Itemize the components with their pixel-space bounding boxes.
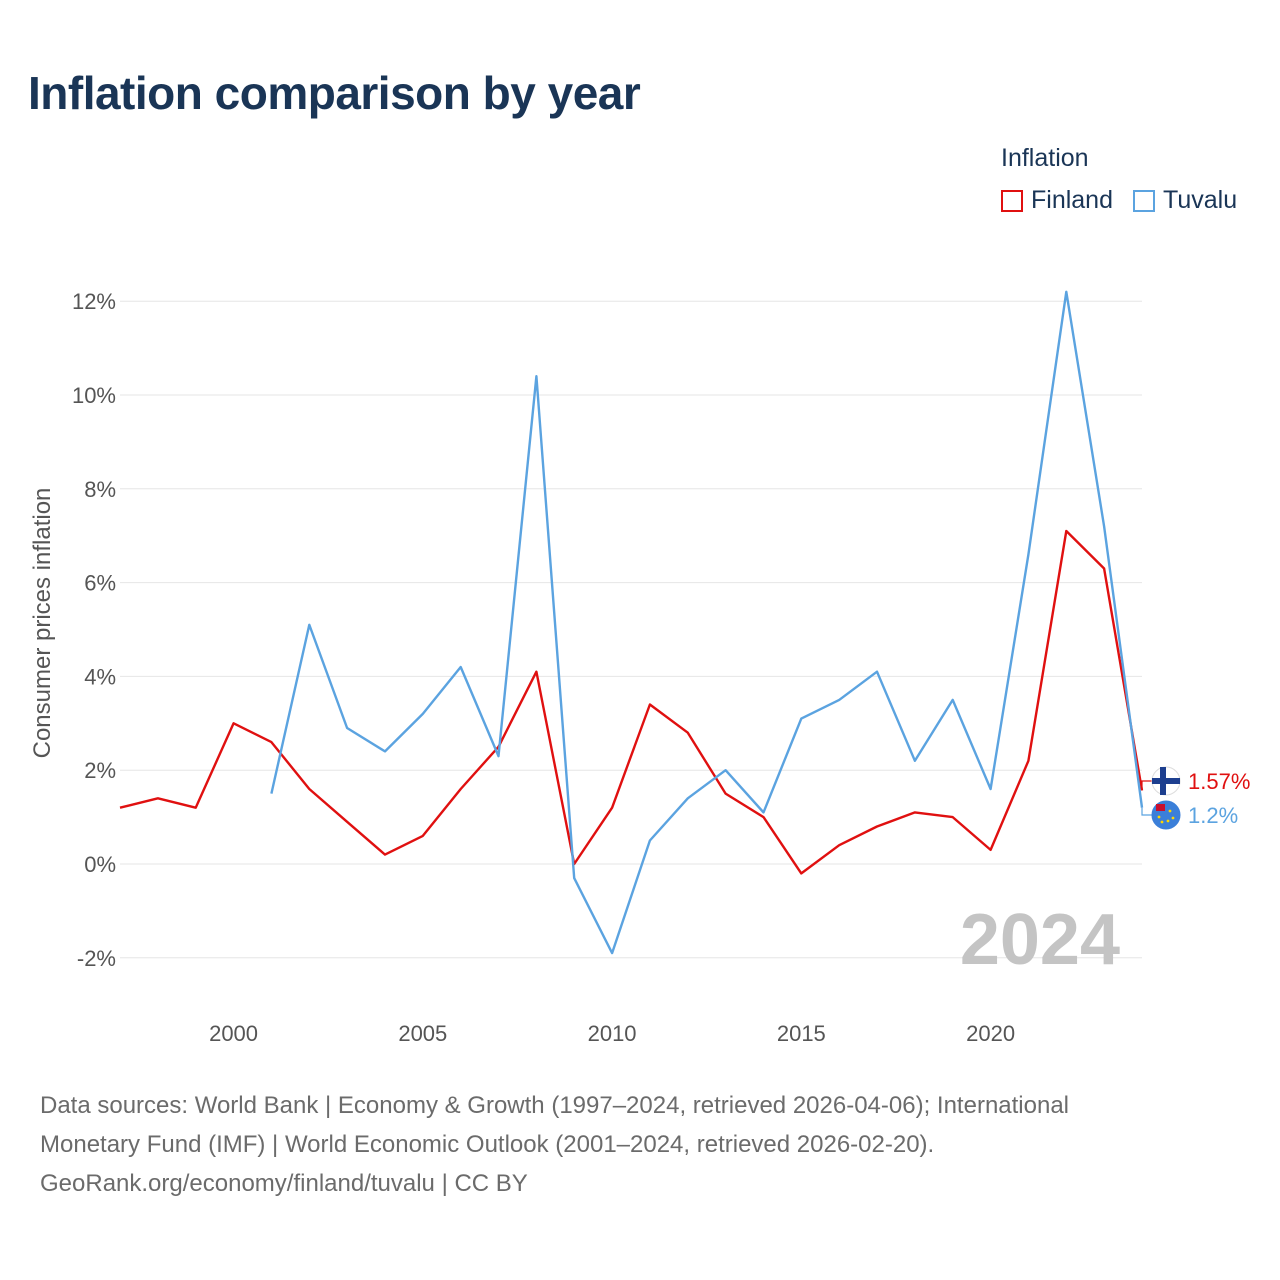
x-tick-label: 2010	[588, 1021, 637, 1046]
y-tick-label: 12%	[72, 289, 116, 314]
legend-item-finland[interactable]: Finland	[1001, 186, 1113, 215]
flag-star	[1157, 815, 1161, 819]
legend-item-tuvalu[interactable]: Tuvalu	[1133, 186, 1237, 215]
series-line-tuvalu[interactable]	[270, 290, 1144, 955]
y-axis-ticks: -2% 0% 2% 4% 6% 8% 10% 12%	[72, 289, 116, 971]
y-tick-label: 0%	[84, 852, 116, 877]
chart-title: Inflation comparison by year	[28, 67, 641, 119]
flag-cross-v	[1160, 767, 1166, 795]
end-connector-finland	[1141, 780, 1152, 791]
end-label-finland: 1.57%	[1188, 769, 1250, 794]
end-label-tuvalu: 1.2%	[1188, 803, 1238, 828]
legend-swatch-finland	[1001, 189, 1023, 212]
flag-star	[1166, 819, 1170, 823]
flag-star	[1160, 820, 1164, 824]
x-axis-ticks: 2000 2005 2010 2015 2020	[209, 1021, 1015, 1046]
sources-line-2: Monetary Fund (IMF) | World Economic Out…	[40, 1131, 935, 1158]
flag-star	[1171, 816, 1175, 820]
sources-line-3[interactable]: GeoRank.org/economy/finland/tuvalu | CC …	[40, 1170, 528, 1197]
line-chart: Consumer prices inflation -2% 0% 2% 4% 6% 8% 1…	[29, 289, 1250, 1046]
legend: Finland Tuvalu	[1001, 186, 1257, 215]
y-tick-label: 10%	[72, 383, 116, 408]
legend-label-finland: Finland	[1031, 186, 1113, 214]
series-lines	[119, 290, 1144, 955]
sources-line-1: Data sources: World Bank | Economy & Gro…	[40, 1092, 1070, 1119]
y-axis-label: Consumer prices inflation	[29, 488, 56, 759]
legend-title: Inflation	[1001, 144, 1089, 172]
x-tick-label: 2015	[777, 1021, 826, 1046]
x-tick-label: 2020	[966, 1021, 1015, 1046]
year-watermark: 2024	[960, 900, 1120, 980]
end-connector-tuvalu	[1141, 807, 1152, 816]
gridlines	[120, 300, 1142, 959]
legend-label-tuvalu: Tuvalu	[1163, 186, 1238, 214]
x-tick-label: 2000	[209, 1021, 258, 1046]
y-tick-label: 6%	[84, 571, 116, 596]
y-tick-label: 8%	[84, 477, 116, 502]
end-markers: 1.57% 1.2%	[1141, 766, 1250, 830]
x-tick-label: 2005	[398, 1021, 447, 1046]
y-tick-label: 4%	[84, 664, 116, 689]
series-line-finland[interactable]	[119, 529, 1144, 875]
legend-swatch-tuvalu	[1133, 189, 1155, 212]
flag-canton	[1156, 804, 1165, 811]
y-tick-label: 2%	[84, 758, 116, 783]
data-sources: Data sources: World Bank | Economy & Gro…	[40, 1086, 1240, 1203]
flag-star	[1168, 809, 1172, 813]
y-tick-label: -2%	[77, 946, 116, 971]
